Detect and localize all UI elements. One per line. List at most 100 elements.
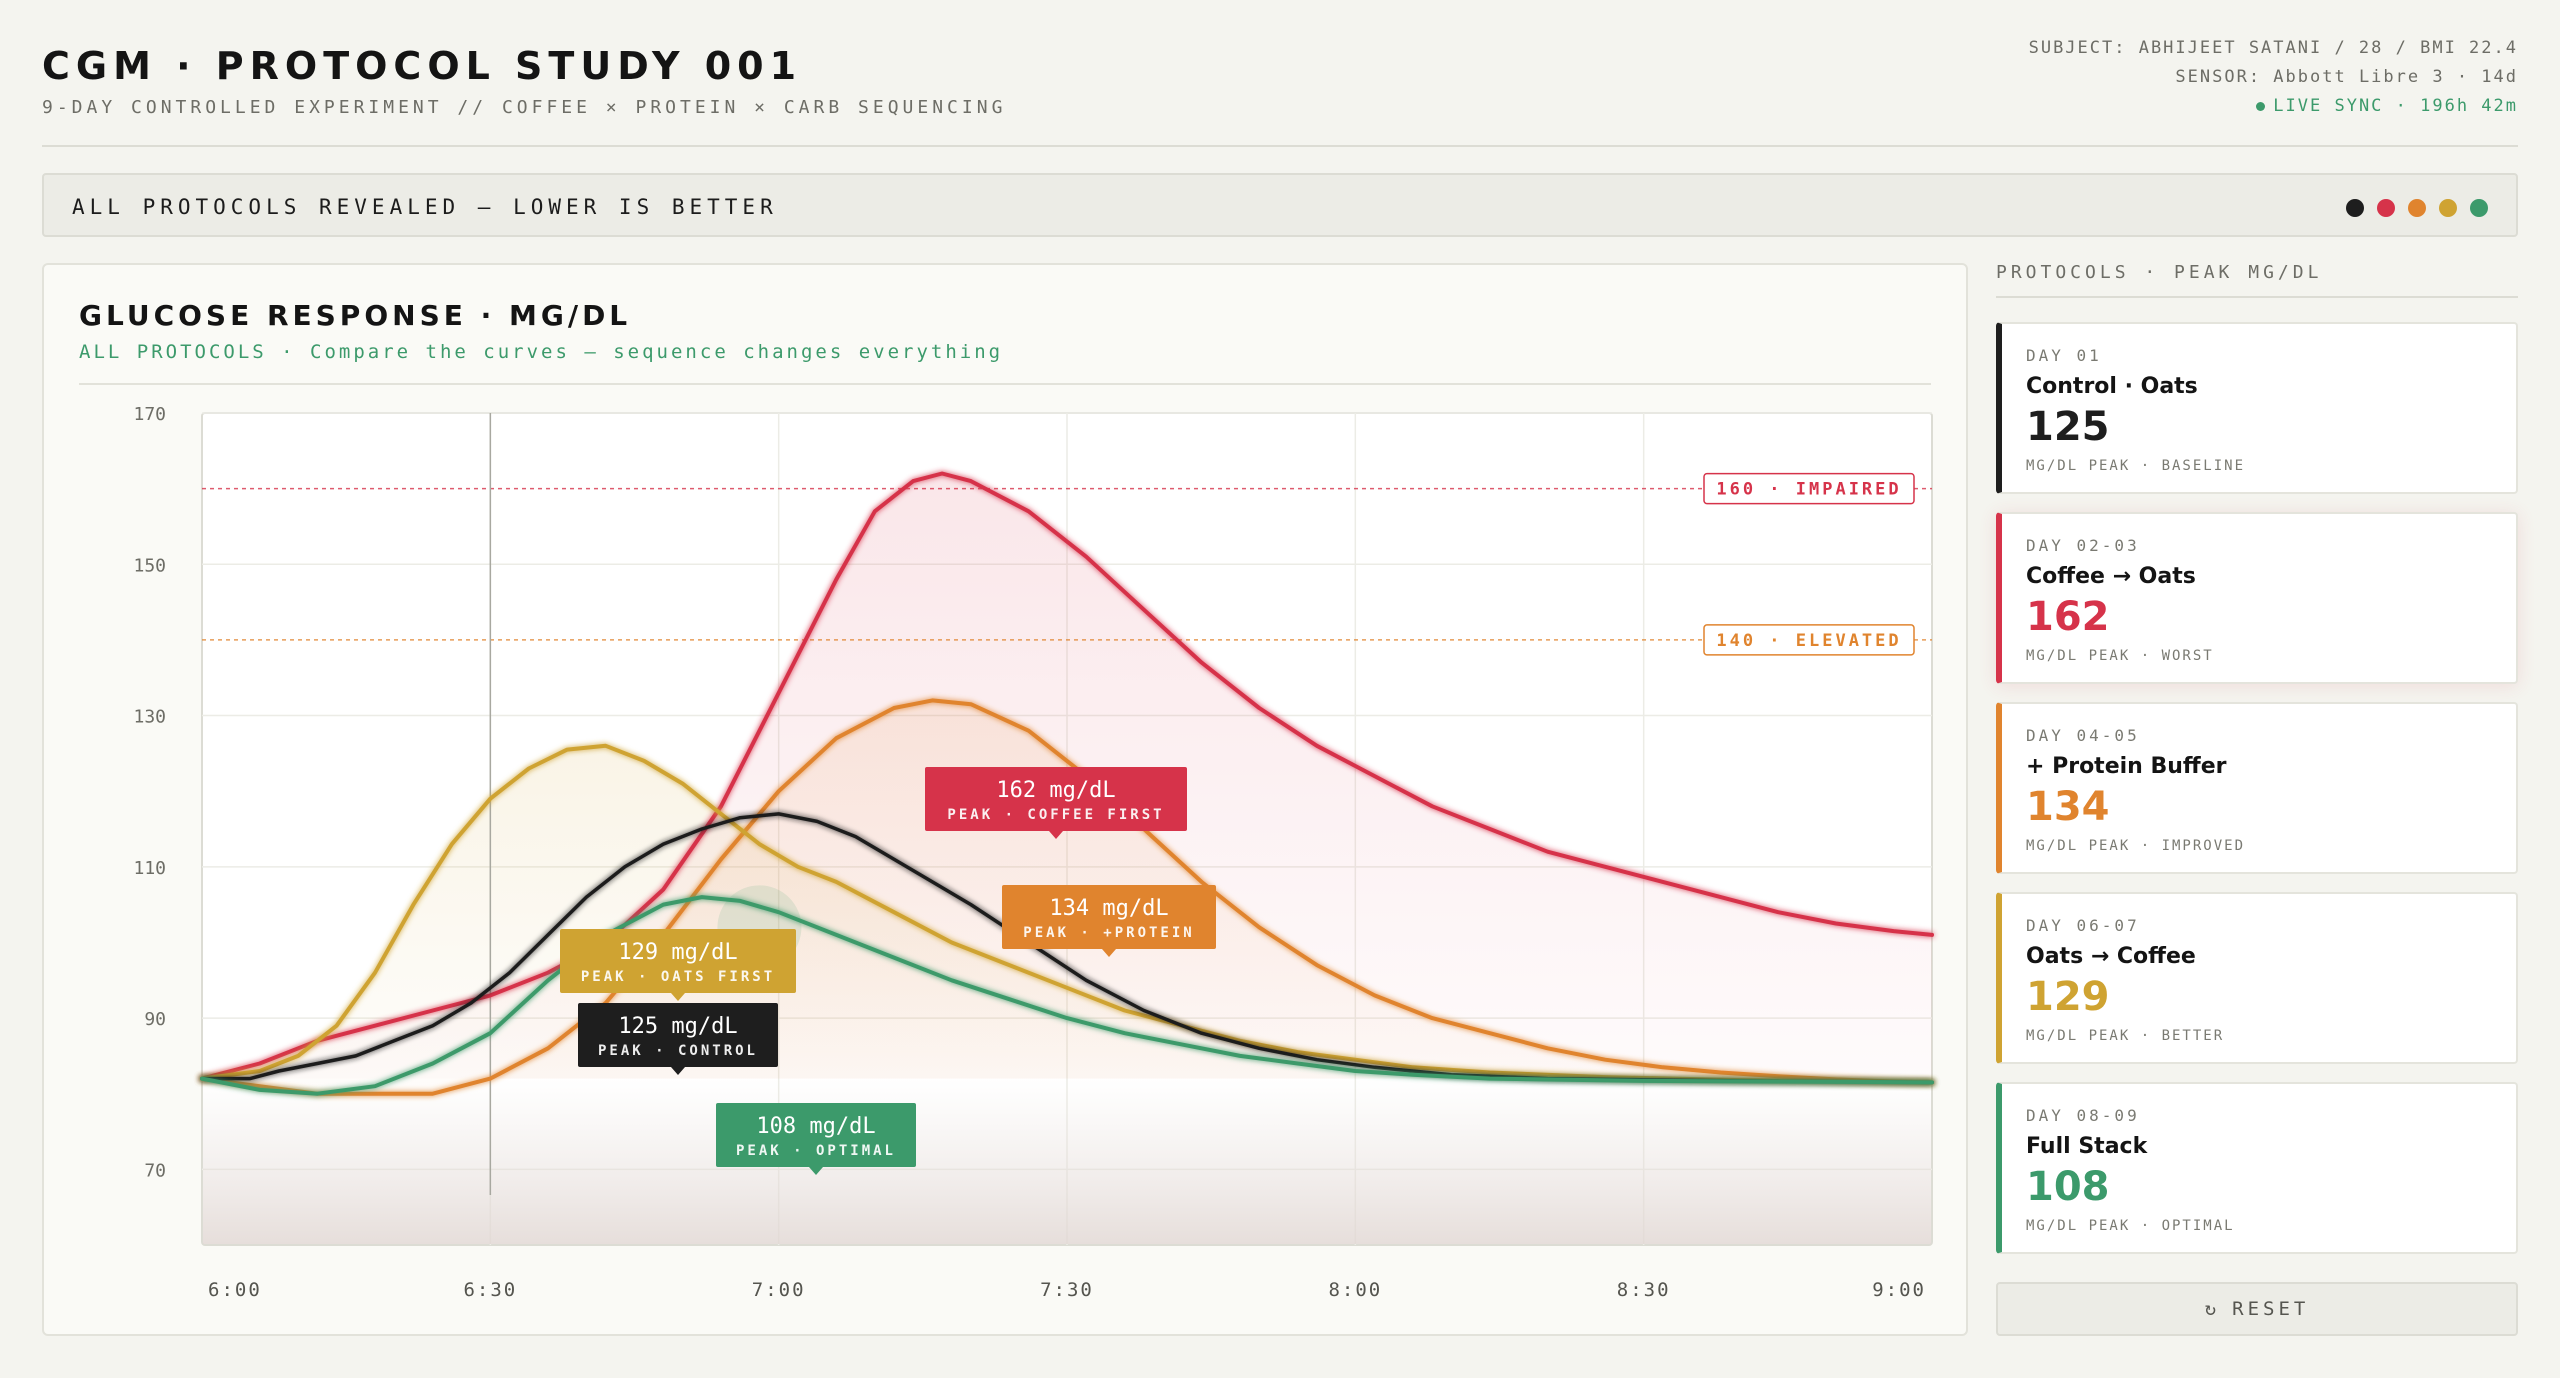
protocol-card[interactable]: DAY 02-03 Coffee → Oats 162 MG/DL PEAK · WO… <box>1996 512 2518 684</box>
chart-subtitle: ALL PROTOCOLS · Compare the curves — seq… <box>79 341 1004 363</box>
x-tick-label: 9:00 <box>1872 1279 1926 1301</box>
peak-label-protein: 134 mg/dL PEAK · +PROTEIN <box>1002 885 1216 957</box>
peak-label-box <box>560 929 796 993</box>
banner-text: ALL PROTOCOLS REVEALED — LOWER IS BETTER <box>72 195 778 219</box>
live-dot-icon <box>2256 101 2266 111</box>
subject-info: SUBJECT: ABHIJEET SATANI / 28 / BMI 22.4 <box>2028 38 2518 58</box>
card-day: DAY 06-07 <box>2026 916 2140 935</box>
peak-value: 125 mg/dL <box>618 1014 737 1039</box>
y-tick-label: 110 <box>133 858 166 879</box>
y-tick-label: 130 <box>133 707 166 728</box>
x-tick-label: 6:30 <box>463 1279 517 1301</box>
peak-label-oats_first: 129 mg/dL PEAK · OATS FIRST <box>560 929 796 1001</box>
peak-label-pointer <box>1102 949 1116 957</box>
line-coffee_first[interactable] <box>200 471 1934 1081</box>
card-name: Oats → Coffee <box>2026 944 2196 969</box>
card-day: DAY 04-05 <box>2026 726 2140 745</box>
peak-caption: PEAK · +PROTEIN <box>1023 925 1194 941</box>
card-day: DAY 08-09 <box>2026 1106 2140 1125</box>
chart-title: GLUCOSE RESPONSE · MG/DL <box>79 299 632 332</box>
card-caption: MG/DL PEAK · OPTIMAL <box>2026 1218 2235 1234</box>
protocol-card[interactable]: DAY 01 Control · Oats 125 MG/DL PEAK · BASE… <box>1996 322 2518 494</box>
peak-caption: PEAK · COFFEE FIRST <box>947 807 1164 823</box>
reset-icon: ↻ <box>2204 1298 2221 1320</box>
y-tick-label: 70 <box>144 1160 166 1181</box>
line-control[interactable] <box>200 812 1934 1085</box>
card-caption: MG/DL PEAK · WORST <box>2026 648 2214 664</box>
page-subtitle: 9-DAY CONTROLLED EXPERIMENT // COFFEE × … <box>42 97 1007 118</box>
card-peak-value: 162 <box>2026 594 2110 640</box>
x-tick-label: 8:00 <box>1328 1279 1382 1301</box>
peak-label-box <box>925 767 1187 831</box>
peak-caption: PEAK · CONTROL <box>598 1043 758 1059</box>
card-peak-value: 108 <box>2026 1164 2110 1210</box>
live-sync-label: LIVE SYNC · 196h 42m <box>2273 96 2518 116</box>
card-caption: MG/DL PEAK · IMPROVED <box>2026 838 2246 854</box>
peak-value: 134 mg/dL <box>1049 896 1168 921</box>
x-tick-label: 8:30 <box>1617 1279 1671 1301</box>
reset-label: RESET <box>2232 1298 2310 1320</box>
y-tick-label: 90 <box>144 1009 166 1030</box>
peak-label-box <box>1002 885 1216 949</box>
reset-button[interactable]: ↻ RESET <box>1996 1282 2518 1336</box>
peak-value: 129 mg/dL <box>618 940 737 965</box>
chart-panel: GLUCOSE RESPONSE · MG/DL ALL PROTOCOLS ·… <box>42 263 1968 1336</box>
card-peak-value: 134 <box>2026 784 2110 830</box>
peak-label-pointer <box>809 1167 823 1175</box>
peak-label-pointer <box>671 1067 685 1075</box>
peak-label-pointer <box>1049 831 1063 839</box>
peak-label-box <box>578 1003 778 1067</box>
line-oats_first[interactable] <box>200 743 1934 1085</box>
card-name: Full Stack <box>2026 1134 2148 1159</box>
line-protein[interactable] <box>200 698 1934 1096</box>
peak-value: 162 mg/dL <box>996 778 1115 803</box>
live-sync-status: LIVE SYNC · 196h 42m <box>2029 92 2518 121</box>
protocol-dot-2 <box>2377 199 2395 217</box>
card-name: Coffee → Oats <box>2026 564 2196 589</box>
threshold-label: 160 · IMPAIRED <box>1716 480 1901 500</box>
subject-meta: SUBJECT: ABHIJEET SATANI / 28 / BMI 22.4… <box>2029 34 2518 121</box>
line-full_stack[interactable] <box>200 895 1934 1096</box>
x-tick-label: 6:00 <box>208 1279 262 1301</box>
threshold-badge <box>1703 472 1915 505</box>
card-name: + Protein Buffer <box>2026 754 2227 779</box>
card-peak-value: 125 <box>2026 404 2110 450</box>
protocol-dot-5 <box>2470 199 2488 217</box>
peak-caption: PEAK · OPTIMAL <box>736 1143 896 1159</box>
x-tick-label: 7:00 <box>752 1279 806 1301</box>
card-day: DAY 01 <box>2026 346 2102 365</box>
threshold-badge <box>1703 624 1915 656</box>
x-tick-label: 7:30 <box>1040 1279 1094 1301</box>
card-name: Control · Oats <box>2026 374 2198 399</box>
page-title: CGM · PROTOCOL STUDY 001 <box>42 44 803 88</box>
sidebar-header: PROTOCOLS · PEAK MG/DL <box>1996 262 2323 283</box>
protocol-dots <box>2346 199 2488 217</box>
sidebar-divider <box>1996 296 2518 298</box>
header-divider <box>42 145 2518 147</box>
chart-divider <box>79 383 1931 385</box>
protocol-dot-1 <box>2346 199 2364 217</box>
baseline-shading <box>203 1078 1931 1244</box>
peak-caption: PEAK · OATS FIRST <box>581 969 775 985</box>
protocol-dot-4 <box>2439 199 2457 217</box>
status-banner: ALL PROTOCOLS REVEALED — LOWER IS BETTER <box>42 173 2518 237</box>
protocol-card[interactable]: DAY 08-09 Full Stack 108 MG/DL PEAK · OPTIM… <box>1996 1082 2518 1254</box>
card-caption: MG/DL PEAK · BETTER <box>2026 1028 2225 1044</box>
area-oats_first <box>202 745 1932 1083</box>
protocol-dot-3 <box>2408 199 2426 217</box>
peak-value: 108 mg/dL <box>756 1114 875 1139</box>
protocol-card[interactable]: DAY 04-05 + Protein Buffer 134 MG/DL PEAK ·… <box>1996 702 2518 874</box>
peak-label-full_stack: 108 mg/dL PEAK · OPTIMAL <box>716 1103 916 1175</box>
peak-label-box <box>716 1103 916 1167</box>
peak-label-coffee_first: 162 mg/dL PEAK · COFFEE FIRST <box>925 767 1187 839</box>
sensor-info: SENSOR: Abbott Libre 3 · 14d <box>2175 67 2518 87</box>
card-peak-value: 129 <box>2026 974 2110 1020</box>
y-tick-label: 170 <box>133 404 166 425</box>
y-tick-label: 150 <box>133 555 166 576</box>
glucose-chart[interactable]: 170 150 130 110 90 70 6:00 6:30 7:00 7:30 8:00 8:30… <box>44 265 1970 1338</box>
peak-label-pointer <box>671 993 685 1001</box>
peak-label-control: 125 mg/dL PEAK · CONTROL <box>578 1003 778 1075</box>
protocol-card[interactable]: DAY 06-07 Oats → Coffee 129 MG/DL PEAK · BE… <box>1996 892 2518 1064</box>
card-day: DAY 02-03 <box>2026 536 2140 555</box>
card-caption: MG/DL PEAK · BASELINE <box>2026 458 2246 474</box>
